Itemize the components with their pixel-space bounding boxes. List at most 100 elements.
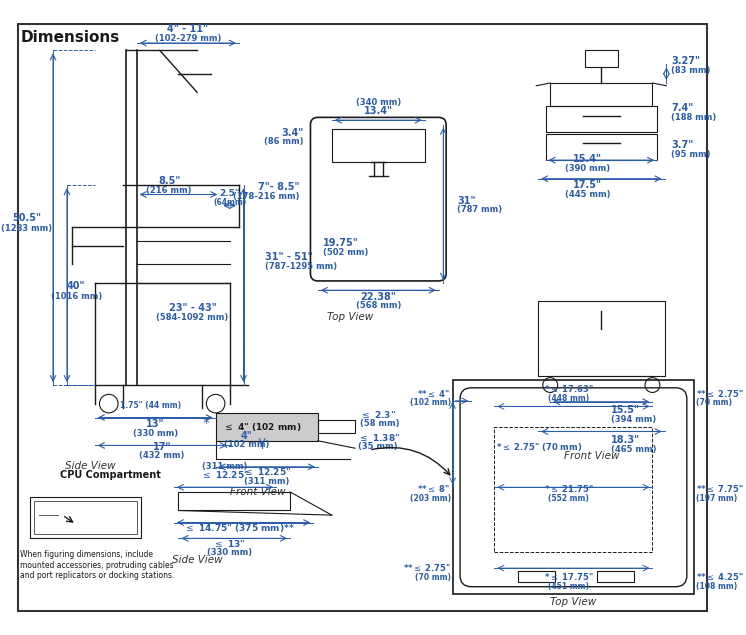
Text: 40": 40"	[67, 281, 86, 291]
Text: Side View: Side View	[172, 556, 222, 565]
Text: (552 mm): (552 mm)	[548, 494, 589, 503]
Bar	[597, 571, 634, 582]
Text: 18.3": 18.3"	[611, 434, 640, 444]
Text: (465 mm): (465 mm)	[611, 445, 656, 454]
Text: (178-216 mm): (178-216 mm)	[233, 192, 299, 201]
Bar	[545, 106, 657, 132]
Text: (584-1092 mm): (584-1092 mm)	[157, 313, 228, 322]
Text: *$\leq$ 17.63": *$\leq$ 17.63"	[544, 382, 594, 394]
Text: (86 mm): (86 mm)	[264, 137, 304, 146]
Bar	[495, 427, 653, 552]
Text: (35 mm): (35 mm)	[358, 442, 398, 451]
Text: $\leq$ 1.38": $\leq$ 1.38"	[358, 432, 400, 443]
Text: (787 mm): (787 mm)	[457, 205, 502, 214]
Bar	[34, 501, 137, 534]
Text: *$\leq$ 17.75": *$\leq$ 17.75"	[544, 572, 594, 582]
Text: (70 mm): (70 mm)	[415, 573, 451, 582]
Text: (188 mm): (188 mm)	[671, 113, 716, 122]
Text: **$\leq$ 7.75": **$\leq$ 7.75"	[696, 483, 745, 494]
Text: (58 mm): (58 mm)	[360, 419, 399, 428]
Text: Top View: Top View	[327, 312, 374, 322]
Text: 4": 4"	[240, 431, 252, 441]
Text: Front View: Front View	[230, 486, 285, 497]
Bar	[585, 50, 618, 67]
Bar	[453, 380, 695, 594]
Text: (64mm): (64mm)	[213, 197, 246, 207]
Text: 17": 17"	[152, 442, 171, 452]
Text: 4" - 11": 4" - 11"	[167, 24, 208, 34]
Text: Front View: Front View	[564, 451, 620, 462]
Text: 22.38": 22.38"	[360, 291, 396, 302]
Text: 15.5": 15.5"	[611, 405, 639, 415]
Text: 31" - 51": 31" - 51"	[265, 251, 313, 262]
Text: 23" - 43": 23" - 43"	[169, 303, 216, 312]
Text: Top View: Top View	[551, 598, 597, 607]
Text: (390 mm): (390 mm)	[565, 164, 610, 173]
Text: *$\leq$ 21.75": *$\leq$ 21.75"	[544, 483, 594, 494]
Bar	[538, 302, 665, 376]
Text: *$\leq$ 2.75" (70 mm): *$\leq$ 2.75" (70 mm)	[496, 441, 583, 453]
Text: 31": 31"	[457, 196, 476, 206]
Text: (340 mm): (340 mm)	[356, 98, 401, 107]
Text: **$\leq$ 4.25": **$\leq$ 4.25"	[696, 572, 744, 582]
Text: 19.75": 19.75"	[322, 237, 358, 248]
Text: 8.5": 8.5"	[158, 177, 181, 186]
Text: (330 mm): (330 mm)	[207, 548, 252, 557]
Text: $\leq$ 13": $\leq$ 13"	[213, 538, 246, 549]
Text: **$\leq$ 2.75": **$\leq$ 2.75"	[696, 388, 745, 399]
Text: 3.4": 3.4"	[282, 128, 304, 138]
Bar	[518, 571, 555, 582]
Text: 13": 13"	[146, 419, 165, 429]
Text: 7.4": 7.4"	[671, 103, 693, 113]
Text: (330 mm): (330 mm)	[133, 429, 178, 438]
Text: Side View: Side View	[65, 460, 116, 471]
Text: (451 mm): (451 mm)	[548, 582, 589, 591]
Bar	[318, 420, 355, 433]
Bar	[216, 413, 318, 441]
Text: (108 mm): (108 mm)	[696, 582, 737, 591]
Bar	[178, 492, 290, 511]
Text: (445 mm): (445 mm)	[565, 190, 610, 199]
Bar	[30, 497, 141, 538]
Text: (394 mm): (394 mm)	[611, 415, 656, 424]
Text: *: *	[203, 416, 210, 430]
Text: (432 mm): (432 mm)	[139, 450, 184, 460]
Bar	[545, 134, 657, 160]
Text: (203 mm): (203 mm)	[410, 494, 451, 503]
Text: 3.27": 3.27"	[671, 57, 700, 67]
Text: (311 mm): (311 mm)	[202, 462, 248, 471]
Text: (70 mm): (70 mm)	[696, 399, 732, 408]
Text: 1.75" (44 mm): 1.75" (44 mm)	[120, 401, 181, 410]
Text: 7"- 8.5": 7"- 8.5"	[258, 182, 299, 192]
Text: (568 mm): (568 mm)	[356, 301, 401, 310]
Text: **$\leq$ 8": **$\leq$ 8"	[418, 483, 451, 494]
Text: 2.5": 2.5"	[219, 189, 240, 198]
Text: **$\leq$ 4": **$\leq$ 4"	[418, 388, 451, 399]
Text: 15.4": 15.4"	[573, 154, 602, 164]
Text: (102 mm): (102 mm)	[410, 399, 451, 408]
Text: 3.7": 3.7"	[671, 140, 693, 150]
Text: (216 mm): (216 mm)	[146, 185, 192, 195]
Text: **$\leq$ 2.75": **$\leq$ 2.75"	[403, 562, 451, 573]
Text: (502 mm): (502 mm)	[322, 248, 368, 257]
Text: $\leq$ 12.25": $\leq$ 12.25"	[201, 469, 249, 480]
Text: (448 mm): (448 mm)	[548, 394, 589, 403]
Text: (83 mm): (83 mm)	[671, 66, 710, 75]
Text: (102-279 mm): (102-279 mm)	[154, 34, 221, 43]
Text: 13.4": 13.4"	[364, 105, 393, 116]
Text: (95 mm): (95 mm)	[671, 150, 710, 159]
Text: (311 mm): (311 mm)	[244, 476, 289, 486]
Text: 17.5": 17.5"	[573, 180, 602, 190]
Bar	[332, 130, 424, 162]
Text: $\leq$ 2.3": $\leq$ 2.3"	[360, 408, 395, 420]
Text: $\leq$ 12.25": $\leq$ 12.25"	[242, 466, 291, 477]
Text: Dimensions: Dimensions	[20, 30, 120, 45]
Text: (1016 mm): (1016 mm)	[51, 292, 102, 301]
Text: $\leq$ 14.75" (375 mm)**: $\leq$ 14.75" (375 mm)**	[184, 522, 294, 534]
Bar	[551, 83, 653, 106]
Text: (197 mm): (197 mm)	[696, 494, 737, 503]
Text: 50.5": 50.5"	[13, 213, 42, 223]
Text: $\leq$ 4" (102 mm): $\leq$ 4" (102 mm)	[223, 420, 301, 432]
Text: (1283 mm): (1283 mm)	[1, 224, 52, 234]
Text: (102 mm): (102 mm)	[224, 440, 269, 450]
